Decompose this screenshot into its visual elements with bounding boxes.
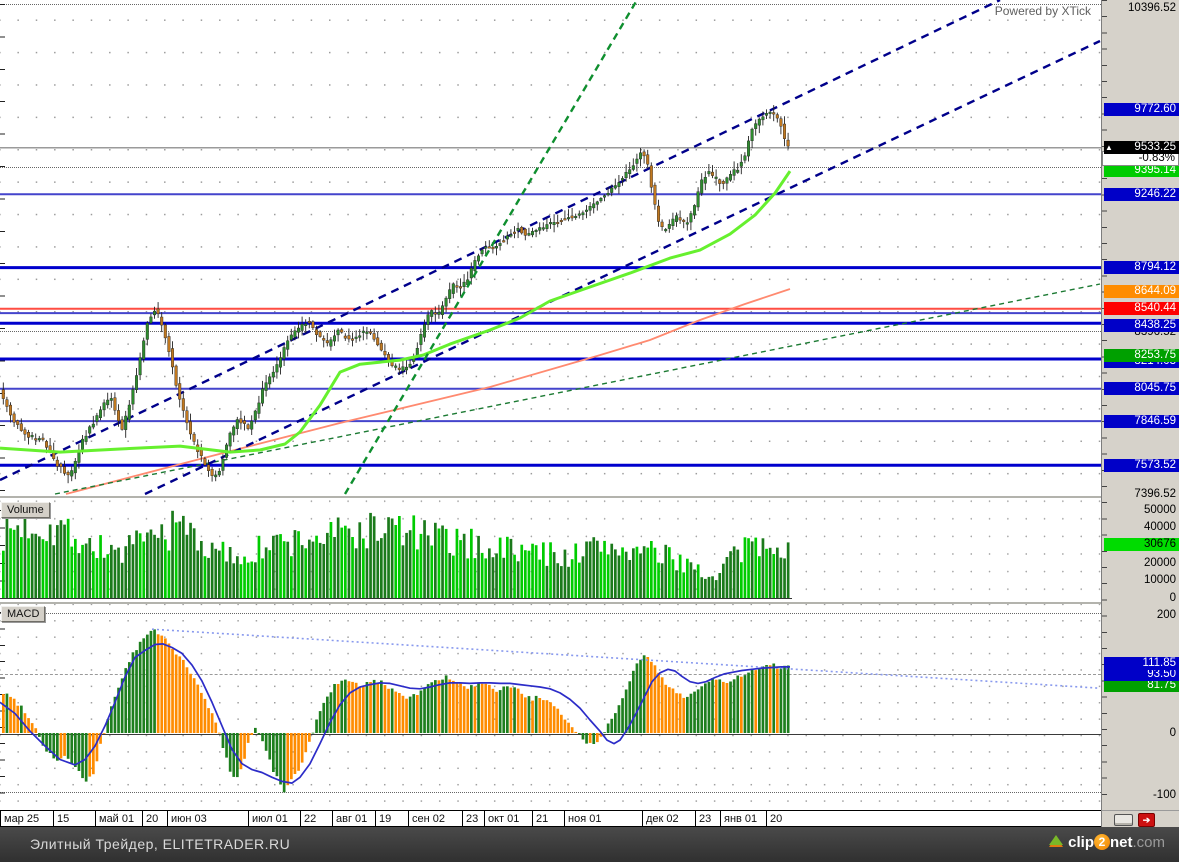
date-tick-separator	[0, 811, 1, 826]
axis-label-8438.25: 8438.25	[1104, 318, 1179, 332]
axis-label-7573.52: 7573.52	[1104, 458, 1179, 472]
axis-label-200: 200	[1156, 608, 1176, 621]
date-label-ноя-01: ноя 01	[568, 813, 602, 825]
panel-divider[interactable]	[0, 496, 1101, 498]
axis-label-0: 0	[1169, 592, 1176, 604]
date-label-янв-01: янв 01	[724, 813, 758, 825]
chart-area: Powered by XTick Volume MACD	[0, 0, 1101, 810]
keyboard-icon[interactable]	[1114, 814, 1133, 826]
date-label-мар-25: мар 25	[4, 813, 40, 825]
date-label-22: 22	[304, 813, 317, 825]
gridline-9396	[0, 167, 1101, 168]
macd-gridline-200	[0, 612, 1101, 614]
volume-panel-label[interactable]: Volume	[1, 502, 50, 518]
snapshot-icon[interactable]: ➔	[1138, 813, 1155, 827]
axis-label-7846.59: 7846.59	[1104, 414, 1179, 428]
date-label-сен-02: сен 02	[412, 813, 445, 825]
axis-label--100: -100	[1152, 788, 1176, 801]
logo-suffix: net	[1109, 834, 1133, 851]
axis-label-10396.52: 10396.52	[1128, 1, 1176, 14]
date-tick-separator	[532, 811, 533, 826]
date-label-20: 20	[770, 813, 783, 825]
date-label-авг-01: авг 01	[336, 813, 368, 825]
price-tick-marks	[0, 4, 5, 496]
axis-label-111.85: 111.85	[1104, 656, 1179, 670]
macd-panel[interactable]: MACD	[0, 604, 1101, 810]
macd-gridline-neg100	[0, 792, 1101, 793]
date-label-июн-03: июн 03	[171, 813, 207, 825]
date-tick-separator	[642, 811, 643, 826]
axis-label-10000: 10000	[1144, 574, 1176, 587]
date-tick-separator	[332, 811, 333, 826]
date-label-окт-01: окт 01	[488, 813, 520, 825]
date-tick-separator	[53, 811, 54, 826]
gridline-10396	[0, 4, 1101, 5]
date-label-19: 19	[379, 813, 392, 825]
date-label-15: 15	[57, 813, 70, 825]
axis-label-30676: 30676	[1104, 537, 1179, 551]
candlestick-chart[interactable]	[0, 0, 1101, 497]
axis-label-9772.60: 9772.60	[1104, 102, 1179, 116]
macd-zero-line	[0, 733, 1101, 735]
date-label-21: 21	[536, 813, 549, 825]
axis-label-93.50: 93.50	[1104, 667, 1179, 681]
axis-label-9246.22: 9246.22	[1104, 187, 1179, 201]
logo-domain: .com	[1132, 834, 1165, 851]
date-label-23: 23	[699, 813, 712, 825]
axis-label-8253.75: 8253.75	[1104, 348, 1179, 362]
gridline-8396	[0, 331, 1101, 332]
axis-label-0: 0	[1169, 726, 1176, 739]
date-tick-separator	[95, 811, 96, 826]
axis-label-40000: 40000	[1144, 521, 1176, 534]
price-axis-sidebar[interactable]: 10396.52 9772.60 ▲ 9533.25 -0.83% 9395.14 9246…	[1101, 0, 1179, 810]
date-tick-separator	[408, 811, 409, 826]
axis-label-8644.09: 8644.09	[1104, 285, 1179, 299]
macd-chart[interactable]	[0, 604, 1101, 810]
status-bar: Элитный Трейдер, ELITETRADER.RU clip 2 net…	[0, 827, 1179, 862]
date-tick-separator	[484, 811, 485, 826]
axis-label-7396.52: 7396.52	[1134, 487, 1176, 500]
axis-label-20000: 20000	[1144, 556, 1176, 569]
volume-panel[interactable]: Volume	[0, 498, 1101, 602]
date-tick-separator	[167, 811, 168, 826]
axis-label-9533.25: ▲ 9533.25	[1104, 141, 1179, 155]
panel-divider-2[interactable]	[0, 602, 1101, 604]
date-tick-separator	[375, 811, 376, 826]
axis-label-50000: 50000	[1144, 503, 1176, 516]
logo-two-badge: 2	[1093, 834, 1110, 850]
up-triangle-icon: ▲	[1105, 143, 1113, 153]
date-label-май-01: май 01	[99, 813, 135, 825]
axis-label-8794.12: 8794.12	[1104, 261, 1179, 275]
logo-prefix: clip	[1068, 834, 1094, 851]
powered-by-label: Powered by XTick	[994, 4, 1091, 18]
axis-label-9395.14: 9395.14	[1104, 163, 1179, 177]
date-tick-separator	[248, 811, 249, 826]
date-label-23: 23	[466, 813, 479, 825]
status-text: Элитный Трейдер, ELITETRADER.RU	[30, 836, 291, 852]
date-label-июл-01: июл 01	[252, 813, 288, 825]
upload-arrow-icon	[1048, 835, 1063, 845]
date-tick-separator	[142, 811, 143, 826]
date-axis[interactable]: мар 25 15 май 01 20 июн 03 июл 01 22 авг 01 19 се…	[0, 810, 1101, 827]
macd-panel-label[interactable]: MACD	[1, 606, 46, 622]
date-label-20: 20	[146, 813, 159, 825]
date-label-дек-02: дек 02	[646, 813, 679, 825]
axis-label-8540.44: 8540.44	[1104, 302, 1179, 316]
axis-label-8045.75: 8045.75	[1104, 382, 1179, 396]
clip2net-logo[interactable]: clip 2 net.com	[1048, 834, 1165, 851]
axis-tick-strip	[1102, 0, 1107, 810]
date-tick-separator	[300, 811, 301, 826]
macd-gridline-100	[0, 674, 1101, 675]
volume-chart[interactable]	[0, 498, 1101, 602]
date-tick-separator	[720, 811, 721, 826]
price-panel[interactable]: Powered by XTick	[0, 0, 1101, 497]
date-tick-separator	[564, 811, 565, 826]
date-tick-separator	[766, 811, 767, 826]
axis-label-81.75: 81.75	[1104, 678, 1179, 692]
date-tick-separator	[462, 811, 463, 826]
date-tick-separator	[695, 811, 696, 826]
axis-corner: ➔	[1101, 810, 1179, 827]
